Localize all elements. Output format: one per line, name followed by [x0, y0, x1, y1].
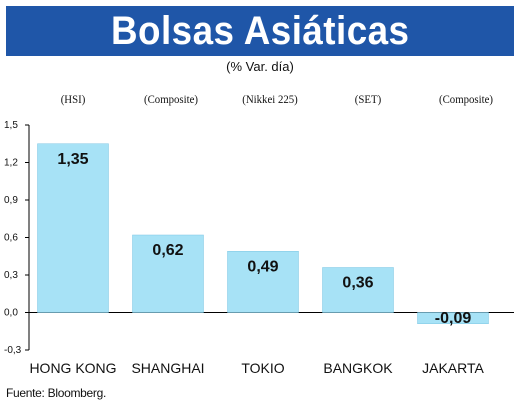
category-label: BANGKOK — [323, 360, 393, 376]
y-tick-label: 0,9 — [4, 195, 18, 206]
index-label-shanghai: (Composite) — [144, 92, 198, 106]
index-label-set: (SET) — [354, 92, 382, 106]
y-tick-label: 0,3 — [4, 270, 18, 281]
bar — [37, 143, 109, 313]
bar-value-label: 0,49 — [247, 258, 278, 275]
chart-title: Bolsas Asiáticas — [110, 9, 410, 53]
category-label: JAKARTA — [422, 360, 484, 376]
y-tick-label: 0,0 — [4, 308, 18, 319]
bar-value-label: 0,36 — [342, 275, 373, 292]
y-tick-label: 0,6 — [4, 233, 18, 244]
index-label-hsi: (HSI) — [60, 92, 86, 106]
category-label: SHANGHAI — [131, 360, 204, 376]
bar-value-label: 1,35 — [57, 151, 88, 168]
bar — [322, 267, 394, 313]
bar-value-label: 0,62 — [152, 242, 183, 259]
source-note: Fuente: Bloomberg. — [6, 386, 106, 400]
y-tick-label: 1,5 — [4, 120, 18, 131]
bar — [227, 251, 299, 313]
y-tick-label: 1,2 — [4, 158, 18, 169]
bar — [132, 234, 204, 313]
chart-subtitle: (% Var. día) — [226, 59, 294, 74]
title-banner: Bolsas Asiáticas — [6, 6, 514, 56]
bar — [417, 312, 489, 324]
bar-value-label: -0,09 — [435, 310, 472, 327]
category-label: HONG KONG — [29, 360, 116, 376]
index-label-nikkei: (Nikkei 225) — [242, 92, 298, 106]
y-tick-label: -0,3 — [4, 345, 22, 356]
index-label-jakarta: (Composite) — [439, 92, 493, 106]
category-label: TOKIO — [241, 360, 284, 376]
